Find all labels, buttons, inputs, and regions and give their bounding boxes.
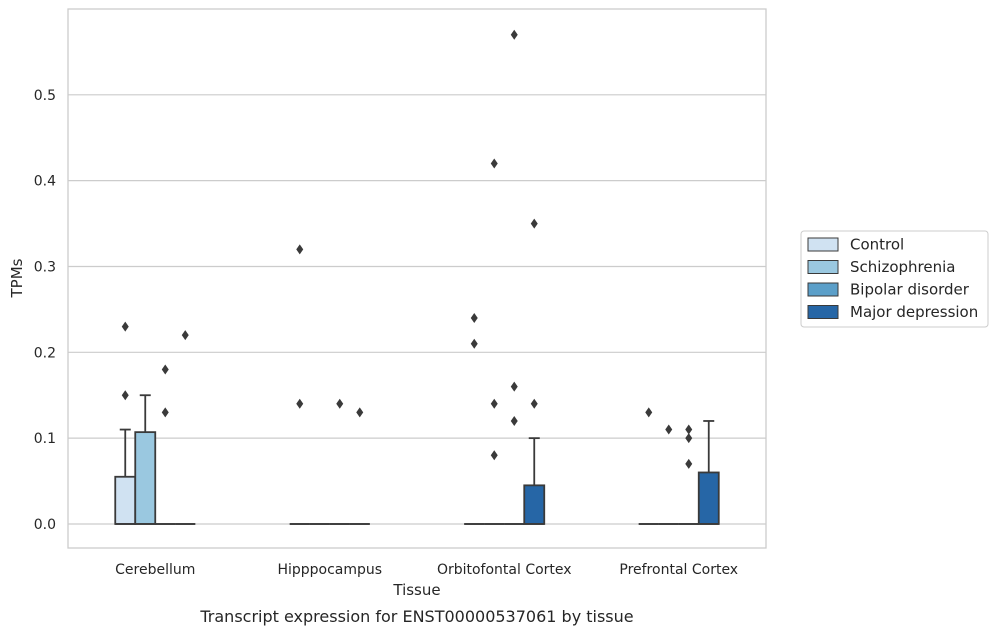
x-tick-label: Prefrontal Cortex [619, 562, 738, 578]
outlier-point [510, 29, 518, 40]
legend-label: Schizophrenia [850, 258, 955, 276]
y-tick-label: 0.0 [34, 517, 56, 533]
x-tick-label: Hipppocampus [277, 562, 382, 578]
outlier-point [510, 381, 518, 392]
outlier-point [121, 390, 129, 401]
box [697, 471, 720, 525]
legend-label: Control [850, 236, 904, 254]
outlier-point [665, 424, 673, 435]
legend-swatch [807, 260, 839, 274]
box [134, 431, 157, 525]
legend-swatch [807, 237, 839, 252]
box-group [114, 428, 137, 525]
y-tick-label: 0.4 [34, 174, 56, 190]
y-tick-label: 0.1 [34, 431, 56, 447]
y-tick-label: 0.3 [34, 259, 56, 275]
plot-frame [67, 8, 767, 549]
outlier-point [645, 407, 653, 418]
legend-swatch [807, 282, 839, 297]
outlier-point [530, 398, 538, 409]
legend-label: Bipolar disorder [850, 281, 970, 299]
outlier-point [490, 158, 498, 169]
outlier-point [161, 364, 169, 375]
outlier-point [685, 458, 693, 469]
outlier-point [121, 321, 129, 332]
legend-label: Major depression [850, 303, 978, 321]
outlier-point [490, 450, 498, 461]
outlier-point [356, 407, 364, 418]
outlier-point [296, 398, 304, 409]
y-axis-title: TPMs [8, 258, 26, 298]
legend-frame [800, 230, 989, 328]
outlier-point [490, 398, 498, 409]
chart-caption: Transcript expression for ENST0000053706… [199, 607, 633, 626]
outlier-point [685, 433, 693, 444]
outlier-point [510, 415, 518, 426]
legend-swatch [807, 305, 839, 319]
legend: Control Schizophrenia Bipolar disorder Majo… [800, 230, 989, 328]
box [114, 475, 137, 525]
box [523, 484, 546, 525]
boxes [114, 394, 720, 525]
x-tick-label: Orbitofontal Cortex [437, 562, 572, 578]
outliers [121, 29, 693, 469]
box-group [523, 437, 546, 525]
box-group [134, 394, 157, 525]
x-axis-ticks: Cerebellum Hipppocampus Orbitofontal Corte… [115, 562, 738, 578]
outlier-point [161, 407, 169, 418]
outlier-point [470, 312, 478, 323]
outlier-point [685, 424, 693, 435]
outlier-point [470, 338, 478, 349]
box-group [697, 420, 720, 525]
y-tick-label: 0.5 [34, 88, 56, 104]
outlier-point [181, 330, 189, 341]
outlier-point [336, 398, 344, 409]
outlier-point [530, 218, 538, 229]
gridlines [68, 94, 766, 525]
x-axis-title: Tissue [392, 581, 440, 599]
y-tick-label: 0.2 [34, 345, 56, 361]
outlier-point [296, 244, 304, 255]
y-axis-ticks: 0.0 0.1 0.2 0.3 0.4 0.5 [34, 88, 56, 533]
x-tick-label: Cerebellum [115, 562, 195, 578]
